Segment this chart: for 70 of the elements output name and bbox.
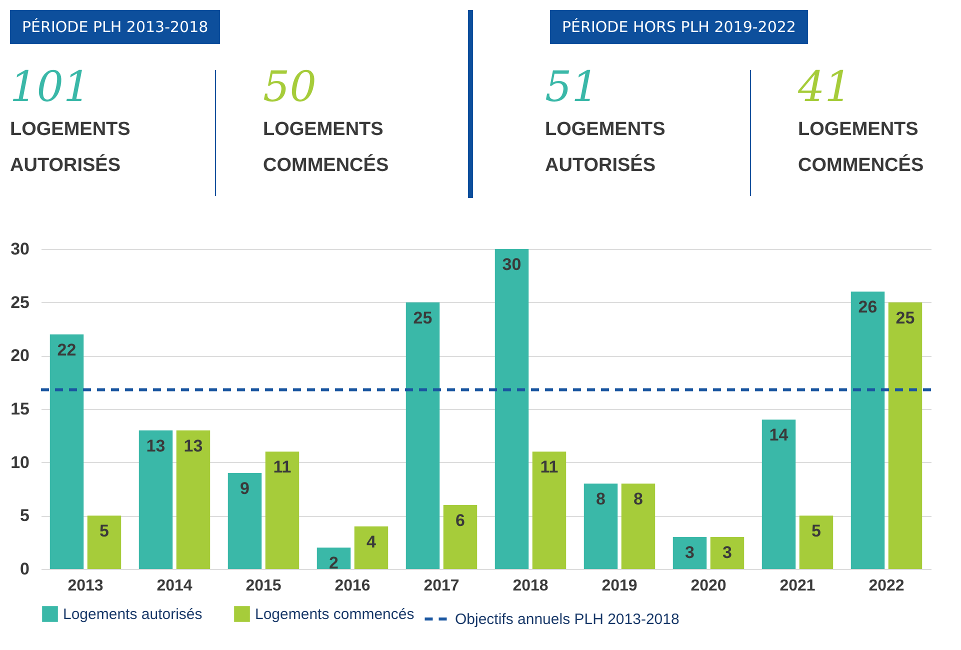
data-label: 26 <box>858 298 878 317</box>
bar <box>494 249 529 569</box>
text: 50 <box>263 62 318 112</box>
bar <box>621 484 656 569</box>
x-tick-label: 2015 <box>246 578 282 594</box>
text: 51 <box>545 62 600 112</box>
data-label: 25 <box>896 308 915 328</box>
y-tick-label: 5 <box>20 506 30 526</box>
data-label: 13 <box>146 436 166 456</box>
data-label: 30 <box>502 255 522 274</box>
text: LOGEMENTS AUTORISÉS <box>545 118 666 178</box>
legend-label: Logements autorisés <box>63 606 202 623</box>
bar <box>138 430 173 569</box>
data-label: 22 <box>57 340 76 360</box>
bar <box>265 452 300 569</box>
bar <box>228 473 262 569</box>
text: 101 <box>10 62 92 112</box>
data-label: 5 <box>100 522 109 541</box>
x-tick-label: 2022 <box>868 578 904 594</box>
text: LOGEMENTS AUTORISÉS <box>10 118 132 178</box>
data-label: 9 <box>240 479 250 498</box>
bar <box>672 537 707 569</box>
data-label: 3 <box>685 543 694 562</box>
text: PÉRIODE HORS PLH 2019-2022 <box>550 10 808 44</box>
text: 41 <box>798 62 852 112</box>
data-label: 6 <box>456 511 465 530</box>
bar <box>532 452 566 569</box>
data-label: 8 <box>596 490 606 509</box>
bar <box>316 548 351 569</box>
bar <box>176 430 210 569</box>
bar <box>354 526 388 569</box>
bar <box>50 334 84 569</box>
bar <box>762 420 796 569</box>
y-tick-label: 20 <box>10 346 30 366</box>
x-tick-label: 2017 <box>424 578 460 594</box>
data-label: 11 <box>273 458 292 477</box>
legend-label: Objectifs annuels PLH 2013-2018 <box>455 611 680 628</box>
x-tick-label: 2021 <box>780 578 816 594</box>
data-label: 8 <box>634 490 643 509</box>
x-tick-label: 2018 <box>512 578 548 594</box>
y-tick-label: 25 <box>10 292 30 312</box>
x-tick-label: 2019 <box>602 578 638 594</box>
bar <box>888 302 922 569</box>
data-label: 3 <box>722 543 732 562</box>
data-label: 25 <box>413 308 432 328</box>
x-tick-label: 2020 <box>690 578 726 594</box>
y-tick-label: 0 <box>20 560 30 578</box>
data-label: 5 <box>812 522 821 541</box>
bar <box>710 537 744 569</box>
data-label: 13 <box>184 436 203 456</box>
x-tick-label: 2013 <box>68 578 104 594</box>
x-tick-label: 2016 <box>334 578 370 594</box>
text: LOGEMENTS COMMENCÉS <box>263 118 390 178</box>
y-tick-label: 30 <box>10 240 30 258</box>
text: PÉRIODE PLH 2013-2018 <box>10 10 220 44</box>
bar <box>443 505 478 569</box>
bar <box>850 292 885 569</box>
bar <box>584 484 618 569</box>
bar <box>406 302 440 569</box>
data-label: 4 <box>366 532 376 552</box>
legend-label: Logements commencés <box>255 606 414 623</box>
y-tick-label: 10 <box>10 452 30 472</box>
y-tick-label: 15 <box>10 400 30 418</box>
data-label: 2 <box>329 554 338 573</box>
data-label: 14 <box>769 426 789 445</box>
text: LOGEMENTS COMMENCÉS <box>798 118 925 178</box>
bar <box>87 516 122 569</box>
x-tick-label: 2014 <box>156 578 192 594</box>
data-label: 11 <box>540 458 558 477</box>
bar <box>799 516 834 569</box>
